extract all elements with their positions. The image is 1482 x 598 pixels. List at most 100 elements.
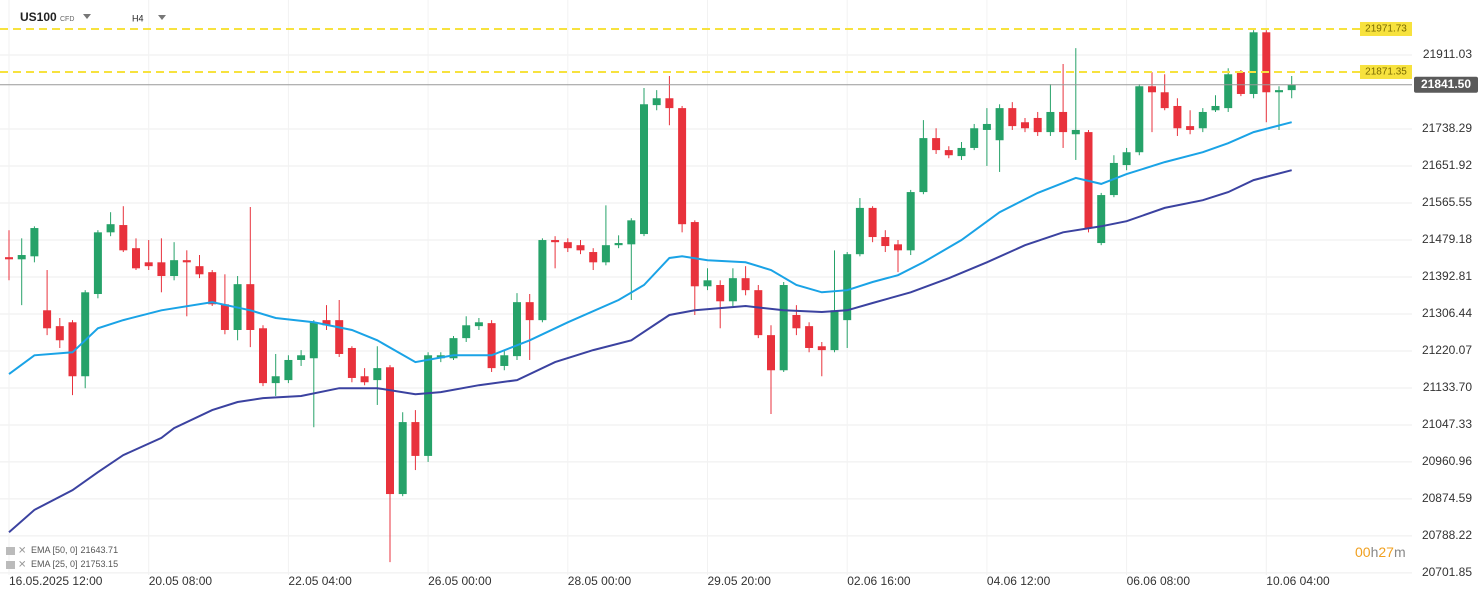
candle-body bbox=[132, 248, 140, 269]
candle-body bbox=[932, 138, 941, 151]
ema-line bbox=[8, 169, 1292, 533]
dropdown-arrow[interactable] bbox=[158, 15, 166, 20]
candle-body bbox=[1097, 195, 1106, 244]
candle-body bbox=[360, 376, 369, 383]
candle-body bbox=[170, 260, 179, 277]
legend-value: 21753.15 bbox=[81, 559, 119, 569]
x-tick-label: 10.06 04:00 bbox=[1266, 574, 1330, 588]
timer-part: 00 bbox=[1355, 544, 1371, 560]
legend-close[interactable]: ✕ bbox=[18, 560, 26, 571]
candle-body bbox=[30, 228, 39, 257]
candle-body bbox=[830, 310, 839, 351]
candle-body bbox=[1275, 90, 1283, 93]
legend-name: EMA [50, 0] bbox=[31, 545, 78, 555]
candle-body bbox=[1262, 32, 1271, 93]
x-tick-label: 29.05 20:00 bbox=[708, 574, 772, 588]
candle-body bbox=[754, 290, 763, 336]
y-tick-label: 21133.70 bbox=[1423, 380, 1472, 394]
level-label-box bbox=[1360, 64, 1412, 79]
candle-body bbox=[601, 245, 610, 263]
level-label: 21971.73 bbox=[1365, 24, 1407, 35]
candle-body bbox=[1071, 129, 1080, 135]
y-tick-label: 21047.33 bbox=[1422, 417, 1472, 431]
candle-body bbox=[614, 243, 623, 246]
x-tick-label: 16.05.2025 12:00 bbox=[9, 574, 103, 588]
candle-body bbox=[259, 328, 267, 384]
x-tick-label: 28.05 00:00 bbox=[568, 574, 632, 588]
candle-body bbox=[817, 346, 826, 351]
candle-body bbox=[513, 302, 521, 357]
candle-body bbox=[1122, 152, 1131, 166]
candle-body bbox=[424, 355, 433, 456]
candle-body bbox=[652, 98, 661, 106]
symbol[interactable]: US100 bbox=[20, 10, 57, 24]
x-tick-label: 02.06 16:00 bbox=[847, 574, 911, 588]
candle-body bbox=[970, 128, 979, 148]
y-tick-label: 21479.18 bbox=[1422, 232, 1472, 246]
candle-body bbox=[551, 240, 560, 243]
candle-body bbox=[1059, 111, 1068, 133]
legend-name: EMA [25, 0] bbox=[31, 559, 78, 569]
last-price-box bbox=[1414, 76, 1478, 93]
candle-body bbox=[93, 232, 102, 295]
y-tick-label: 21565.55 bbox=[1422, 195, 1472, 209]
candles bbox=[5, 30, 1296, 563]
candle-body bbox=[182, 260, 191, 263]
candle-body bbox=[1160, 92, 1169, 109]
candle-body bbox=[525, 302, 534, 321]
candle-body bbox=[1008, 108, 1017, 127]
candle-body bbox=[246, 284, 255, 330]
candle-body bbox=[665, 98, 674, 109]
candle-body bbox=[538, 240, 547, 321]
candle-body bbox=[716, 285, 725, 302]
candle-body bbox=[373, 368, 382, 381]
candle-body bbox=[386, 367, 394, 495]
candle-body bbox=[1173, 105, 1182, 129]
candle-body bbox=[398, 422, 407, 495]
candle-body bbox=[43, 310, 52, 329]
candle-body bbox=[1135, 86, 1144, 153]
candle-body bbox=[957, 147, 966, 157]
candle-body bbox=[220, 304, 229, 330]
candle-body bbox=[690, 222, 699, 287]
candle-body bbox=[1186, 126, 1195, 130]
y-tick-label: 21306.44 bbox=[1422, 306, 1472, 320]
legend-close[interactable]: ✕ bbox=[18, 546, 26, 557]
y-tick-label: 20701.85 bbox=[1422, 565, 1472, 579]
candle-body bbox=[462, 325, 471, 339]
candle-body bbox=[703, 280, 712, 287]
candle-body bbox=[843, 254, 852, 321]
candle-body bbox=[1148, 86, 1156, 93]
y-tick-label: 21392.81 bbox=[1422, 269, 1472, 283]
candle-body bbox=[995, 108, 1004, 141]
candle-body bbox=[335, 320, 344, 354]
candle-body bbox=[576, 245, 585, 251]
candle-body bbox=[627, 220, 636, 245]
level-label-box bbox=[1360, 21, 1412, 36]
candle-body bbox=[309, 322, 318, 359]
candle-body bbox=[906, 192, 915, 251]
timeframe[interactable]: H4 bbox=[132, 13, 144, 23]
candle-body bbox=[347, 347, 356, 378]
candle-body bbox=[1224, 74, 1233, 109]
candle-body bbox=[1033, 117, 1042, 133]
candle-body bbox=[919, 138, 928, 193]
candle-body bbox=[640, 104, 648, 235]
grid bbox=[0, 0, 1412, 575]
candle-body bbox=[322, 320, 331, 326]
level-label: 21871.35 bbox=[1365, 67, 1407, 78]
y-tick-label: 21738.29 bbox=[1422, 121, 1472, 135]
legend-icon bbox=[6, 547, 15, 555]
legend-entry: EMA [25, 0] 21753.15 bbox=[31, 559, 118, 569]
candle-body bbox=[894, 244, 902, 251]
y-tick-label: 20788.22 bbox=[1422, 528, 1472, 542]
candle-body bbox=[1287, 84, 1296, 91]
candle-body bbox=[1046, 111, 1055, 133]
candle-body bbox=[55, 326, 64, 341]
y-tick-label: 20960.96 bbox=[1422, 454, 1472, 468]
dropdown-arrow[interactable] bbox=[83, 14, 91, 19]
candle-body bbox=[805, 326, 814, 348]
y-tick-label: 20874.59 bbox=[1422, 491, 1472, 505]
header: US100 CFD H4 bbox=[20, 10, 166, 24]
candle-body bbox=[982, 123, 991, 130]
